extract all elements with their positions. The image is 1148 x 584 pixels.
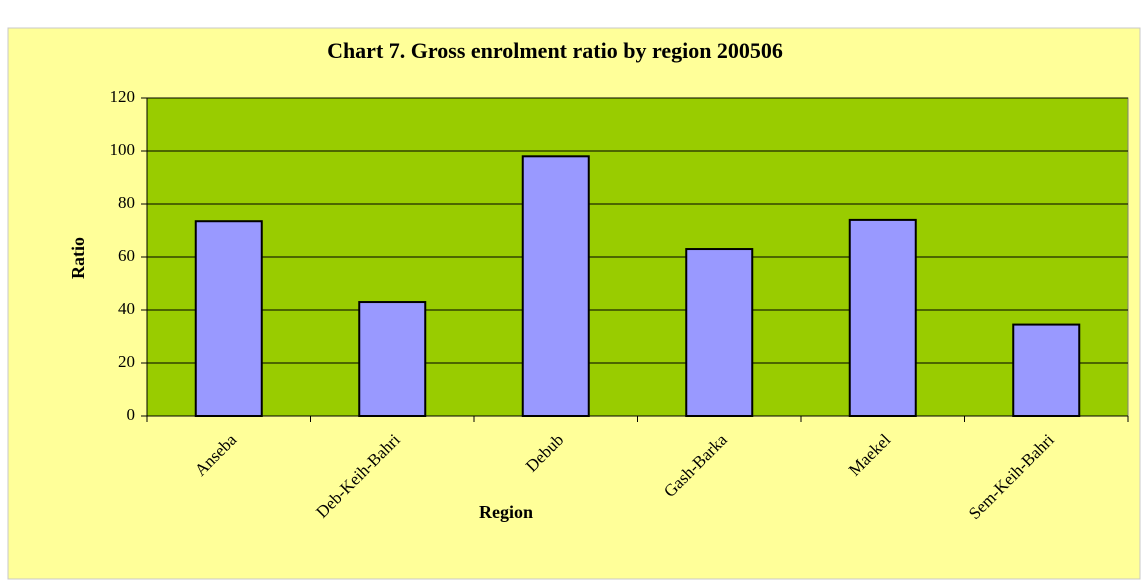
bar bbox=[358, 301, 427, 417]
y-tick-label: 100 bbox=[110, 140, 136, 159]
y-tick-label: 80 bbox=[118, 193, 135, 212]
bar bbox=[848, 218, 917, 417]
bar bbox=[685, 248, 754, 417]
y-tick-label: 60 bbox=[118, 246, 135, 265]
bar bbox=[521, 155, 590, 418]
y-axis-label: Ratio bbox=[68, 237, 88, 279]
chart-title: Chart 7. Gross enrolment ratio by region… bbox=[327, 38, 783, 63]
bar bbox=[194, 220, 263, 417]
y-tick-label: 0 bbox=[127, 405, 136, 424]
y-tick-label: 40 bbox=[118, 299, 135, 318]
x-axis-label: Region bbox=[479, 502, 533, 522]
y-tick-label: 20 bbox=[118, 352, 135, 371]
y-tick-label: 120 bbox=[110, 87, 136, 106]
bar bbox=[1012, 323, 1081, 418]
